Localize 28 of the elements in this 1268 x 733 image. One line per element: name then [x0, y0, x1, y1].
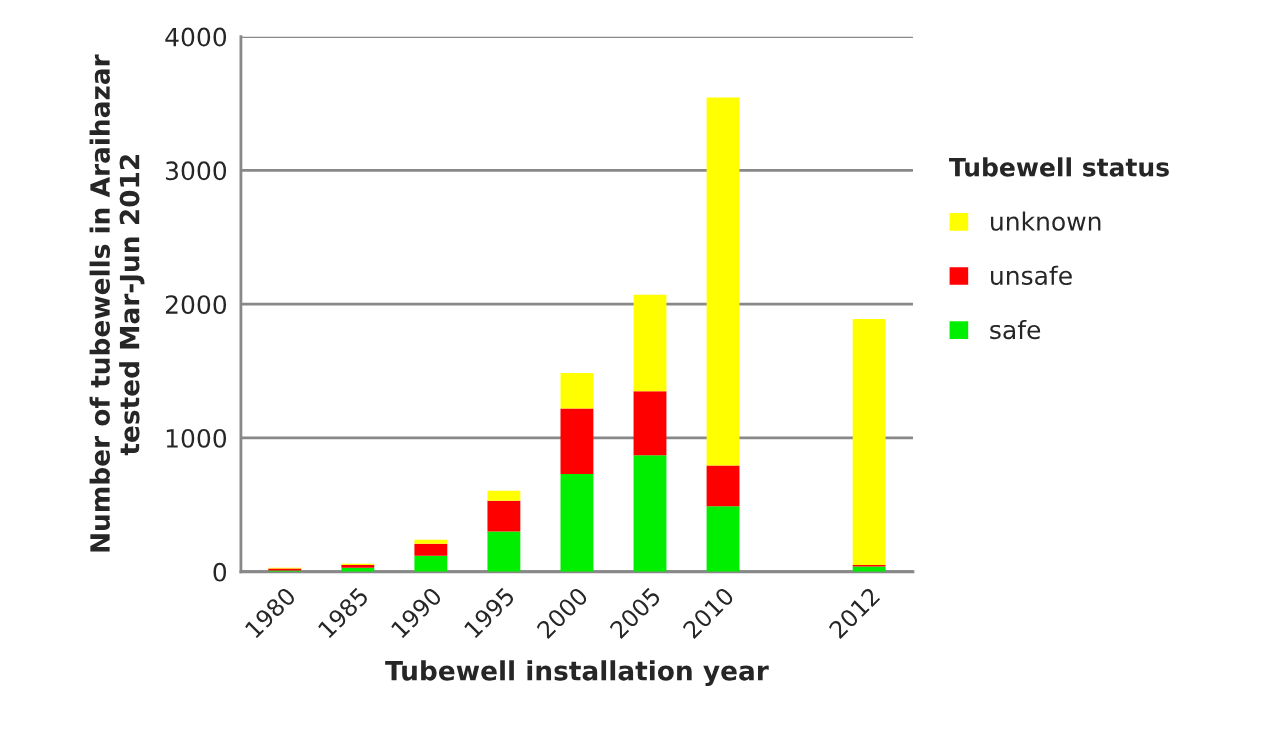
- bar: [414, 555, 448, 572]
- x-axis-title: Tubewell installation year: [385, 660, 769, 686]
- bar: [706, 506, 740, 572]
- legend-label: safe: [990, 319, 1041, 340]
- bar: [414, 539, 448, 544]
- y-tick-label: 0: [213, 562, 227, 582]
- bar: [560, 408, 594, 475]
- y-tick-label: 3000: [166, 161, 227, 181]
- bar: [560, 474, 594, 572]
- bar: [706, 465, 740, 507]
- bar: [487, 490, 521, 501]
- bar: [633, 455, 667, 572]
- y-tick-label: 2000: [165, 295, 227, 315]
- bar: [487, 531, 521, 572]
- legend-label: unknown: [991, 211, 1101, 231]
- bar: [706, 97, 740, 466]
- legend-label: unsafe: [991, 265, 1072, 286]
- bar: [633, 391, 667, 456]
- bar: [852, 318, 886, 566]
- bar: [633, 294, 667, 392]
- y-tick-label: 4000: [165, 27, 227, 47]
- bar: [487, 500, 521, 532]
- y-tick-label: 1000: [166, 428, 227, 448]
- bar: [560, 373, 594, 409]
- bar: [852, 566, 886, 572]
- legend-title: Tubewell status: [949, 157, 1169, 177]
- y-axis-title: Number of tubewells in Araihazar tested Mar-Jun 2012: [89, 54, 145, 552]
- bar: [414, 543, 448, 556]
